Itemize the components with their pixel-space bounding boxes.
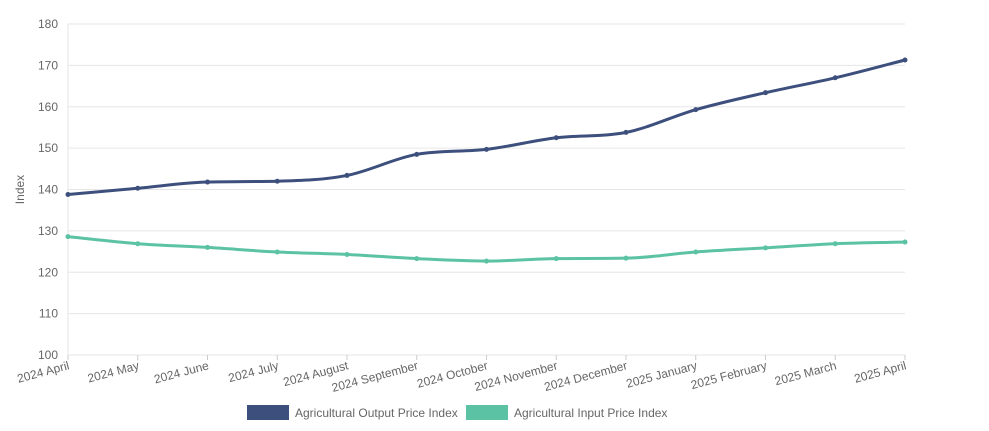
series-layer bbox=[65, 57, 908, 264]
data-point[interactable] bbox=[553, 135, 559, 141]
data-point[interactable] bbox=[414, 256, 420, 262]
data-point[interactable] bbox=[344, 172, 350, 178]
legend[interactable]: Agricultural Output Price Index Agricultu… bbox=[247, 405, 667, 420]
data-point[interactable] bbox=[693, 107, 699, 113]
x-tick-label: 2025 January bbox=[625, 358, 699, 390]
data-point[interactable] bbox=[832, 75, 838, 81]
data-point[interactable] bbox=[763, 90, 768, 96]
x-tick-label: 2025 February bbox=[689, 358, 768, 392]
x-tick-label: 2024 April bbox=[16, 358, 71, 385]
y-tick-label: 170 bbox=[38, 58, 58, 72]
data-point[interactable] bbox=[623, 255, 629, 261]
x-tick-label: 2024 May bbox=[86, 358, 141, 385]
data-point[interactable] bbox=[902, 239, 908, 245]
x-tick-label: 2024 July bbox=[227, 358, 280, 385]
series-line[interactable] bbox=[66, 235, 907, 263]
series-1 bbox=[65, 57, 908, 197]
series-2 bbox=[65, 234, 908, 264]
y-axis: 100 110 120 130 140 150 160 170 180 bbox=[38, 17, 69, 362]
data-point[interactable] bbox=[484, 146, 489, 152]
data-point[interactable] bbox=[274, 178, 280, 184]
data-point[interactable] bbox=[693, 249, 699, 255]
y-tick-label: 160 bbox=[38, 100, 58, 114]
series-line[interactable] bbox=[66, 58, 907, 196]
data-point[interactable] bbox=[623, 129, 629, 135]
y-axis-title: Index bbox=[13, 175, 27, 204]
legend-item[interactable]: Agricultural Output Price Index bbox=[247, 405, 458, 420]
data-point[interactable] bbox=[274, 249, 280, 255]
y-tick-label: 140 bbox=[38, 183, 58, 197]
data-point[interactable] bbox=[484, 258, 489, 264]
y-tick-label: 130 bbox=[38, 224, 58, 238]
data-point[interactable] bbox=[902, 57, 908, 63]
y-tick-label: 120 bbox=[38, 265, 58, 279]
x-tick-label: 2025 April bbox=[853, 358, 908, 385]
data-point[interactable] bbox=[135, 241, 141, 247]
legend-item[interactable]: Agricultural Input Price Index bbox=[466, 405, 667, 420]
grid-lines bbox=[68, 23, 905, 356]
y-tick-label: 180 bbox=[38, 17, 58, 31]
data-point[interactable] bbox=[65, 191, 71, 197]
data-point[interactable] bbox=[832, 241, 838, 247]
x-axis: 2024 April 2024 May 2024 June 2024 July 2024… bbox=[16, 355, 908, 395]
data-point[interactable] bbox=[763, 245, 768, 251]
data-point[interactable] bbox=[135, 185, 141, 191]
legend-label: Agricultural Input Price Index bbox=[514, 406, 667, 420]
legend-label: Agricultural Output Price Index bbox=[295, 406, 458, 420]
data-point[interactable] bbox=[553, 256, 559, 262]
legend-swatch bbox=[247, 405, 289, 420]
data-point[interactable] bbox=[205, 244, 210, 250]
data-point[interactable] bbox=[414, 151, 420, 157]
x-tick-label: 2025 March bbox=[773, 358, 838, 388]
y-tick-label: 110 bbox=[39, 307, 58, 321]
x-tick-label: 2024 June bbox=[153, 358, 211, 386]
y-tick-label: 100 bbox=[38, 348, 58, 362]
data-point[interactable] bbox=[65, 234, 71, 240]
data-point[interactable] bbox=[205, 179, 210, 185]
legend-swatch bbox=[466, 405, 508, 420]
data-point[interactable] bbox=[344, 251, 350, 257]
y-tick-label: 150 bbox=[38, 141, 58, 155]
